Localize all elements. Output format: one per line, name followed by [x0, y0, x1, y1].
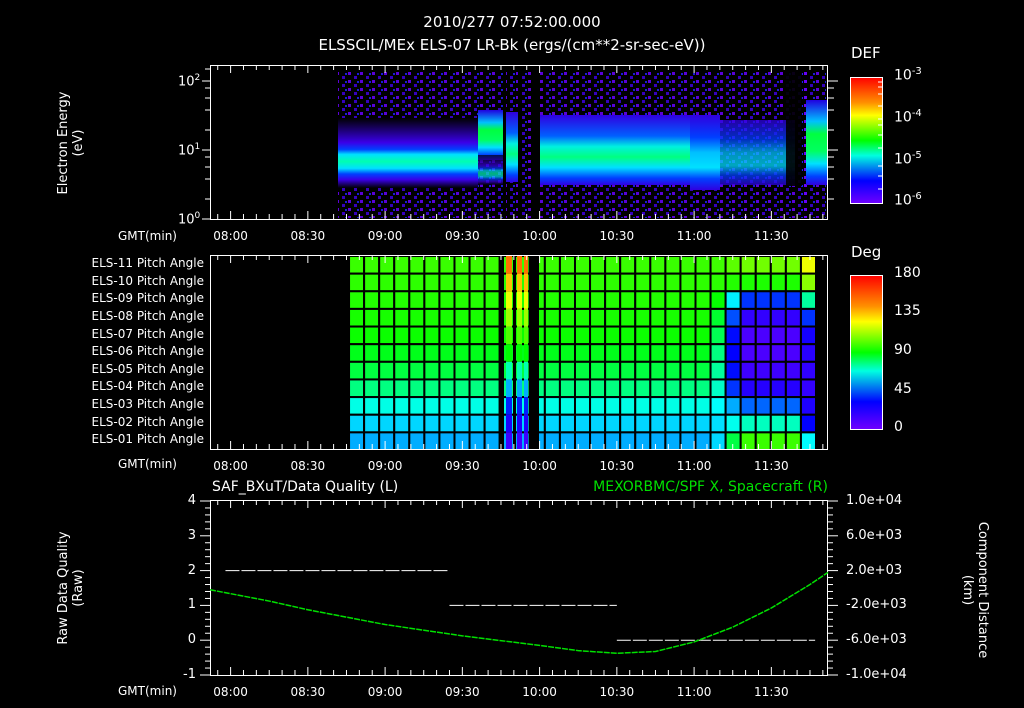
quality-ytick-label: 3	[187, 527, 196, 543]
time-tick-label: 11:00	[676, 229, 712, 243]
distance-ytick-label: 2.0e+03	[846, 562, 903, 578]
time-tick-label: 08:30	[290, 459, 326, 473]
time-tick-label: 08:00	[213, 229, 248, 243]
time-tick-label: 10:00	[522, 459, 557, 473]
quality-ytick-label: 1	[187, 597, 196, 613]
pitch-angle-row-label: ELS-03 Pitch Angle	[91, 397, 204, 412]
pitch-angle-row-label: ELS-05 Pitch Angle	[91, 361, 204, 376]
def-colorbar-tick: 10-3	[894, 66, 922, 84]
time-tick-label: 11:00	[676, 459, 712, 473]
quality-ytick-label: -1	[183, 667, 196, 682]
time-tick-label: 09:00	[367, 459, 403, 473]
time-tick-label: 10:30	[599, 685, 635, 699]
energy-ytick-1: 100	[178, 211, 201, 228]
time-tick-label: 08:00	[213, 685, 248, 699]
distance-ytick-label: -2.0e+03	[846, 597, 907, 613]
time-tick-label: 11:00	[676, 685, 712, 699]
component-distance-ylabel: Component Distance (km)	[960, 521, 990, 659]
pitch-angle-row-label: ELS-07 Pitch Angle	[91, 326, 204, 341]
pitch-angle-row-label: ELS-11 Pitch Angle	[91, 256, 204, 270]
time-tick-label: 11:30	[754, 685, 789, 699]
def-colorbar-tick: 10-6	[894, 191, 922, 209]
time-tick-label: 09:00	[367, 229, 403, 243]
quality-ytick-label: 4	[187, 493, 196, 508]
pitch-angle-row-label: ELS-01 Pitch Angle	[91, 432, 204, 447]
energy-ytick-10: 101	[178, 142, 201, 159]
plot-subtitle: ELSSCIL/MEx ELS-07 LR-Bk (ergs/(cm**2-sr…	[318, 36, 706, 54]
time-tick-label: 09:00	[367, 685, 403, 699]
quality-ytick-label: 0	[187, 632, 196, 648]
quality-ytick-label: 2	[187, 562, 196, 578]
pitch-angle-row-label: ELS-10 Pitch Angle	[91, 273, 204, 288]
data-quality-ylabel: Raw Data Quality (Raw)	[56, 531, 86, 645]
energy-ytick-100: 102	[178, 73, 201, 90]
time-tick-label: 08:30	[290, 685, 326, 699]
gmt-label: GMT(min)	[118, 684, 177, 698]
pitch-angle-row-label: ELS-04 Pitch Angle	[91, 379, 204, 394]
time-tick-label: 09:30	[445, 459, 480, 473]
def-colorbar-tick: 10-5	[894, 150, 922, 168]
time-tick-label: 09:30	[445, 685, 480, 699]
gmt-label: GMT(min)	[118, 229, 177, 243]
time-tick-label: 10:00	[522, 229, 557, 243]
time-tick-label: 10:30	[599, 229, 635, 243]
distance-ytick-label: 6.0e+03	[846, 527, 903, 543]
distance-ytick-label: -6.0e+03	[846, 632, 907, 648]
plot-timestamp: 2010/277 07:52:00.000	[423, 13, 601, 31]
time-tick-label: 11:30	[754, 229, 789, 243]
pitch-angle-row-label: ELS-09 Pitch Angle	[91, 291, 204, 306]
time-tick-label: 10:00	[522, 685, 557, 699]
deg-colorbar-tick: 180	[894, 265, 921, 281]
gmt-label: GMT(min)	[118, 457, 177, 471]
distance-ytick-label: -1.0e+04	[846, 667, 907, 682]
def-colorbar-tick: 10-4	[894, 108, 922, 126]
time-tick-label: 09:30	[445, 229, 480, 243]
deg-colorbar-tick: 0	[894, 419, 903, 435]
deg-colorbar-tick: 135	[894, 303, 921, 319]
time-tick-label: 08:00	[213, 459, 248, 473]
def-colorbar-title: DEF	[851, 44, 881, 62]
time-tick-label: 10:30	[599, 459, 635, 473]
time-tick-label: 11:30	[754, 459, 789, 473]
pitch-angle-row-label: ELS-08 Pitch Angle	[91, 308, 204, 323]
distance-ytick-label: 1.0e+04	[846, 493, 903, 508]
pitch-angle-row-label: ELS-06 Pitch Angle	[91, 344, 204, 359]
deg-colorbar-tick: 45	[894, 381, 912, 397]
panel3-right-title: MEXORBMC/SPF X, Spacecraft (R)	[593, 479, 828, 495]
deg-colorbar-title: Deg	[851, 243, 882, 261]
energy-ylabel: Electron Energy (eV)	[56, 91, 86, 195]
deg-colorbar-tick: 90	[894, 342, 912, 358]
pitch-angle-row-label: ELS-02 Pitch Angle	[91, 414, 204, 429]
time-tick-label: 08:30	[290, 229, 326, 243]
panel3-left-title: SAF_BXuT/Data Quality (L)	[212, 479, 399, 495]
